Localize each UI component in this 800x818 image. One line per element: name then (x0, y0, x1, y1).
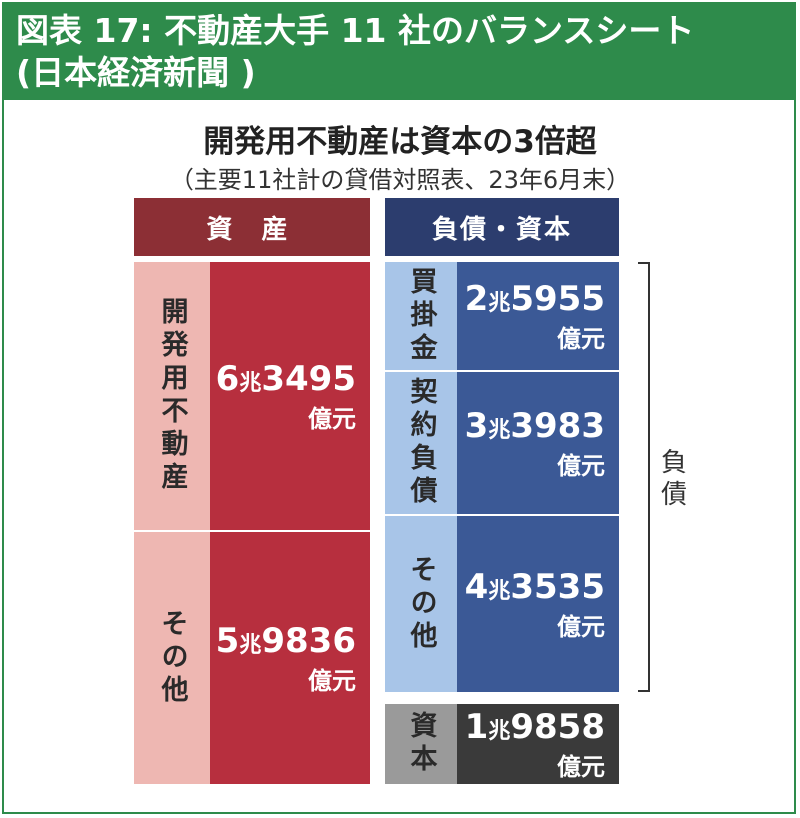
liability-label-accounts-payable: 買掛金 (385, 262, 457, 370)
liability-value-unit: 億元 (557, 612, 605, 641)
liability-value-accounts-payable: 2兆5955 億元 (457, 262, 619, 370)
liabilities-bracket-label: 負債 (656, 448, 687, 512)
equity-value-number: 1兆9858 (464, 706, 605, 747)
asset-label-development-property: 開発用不動産 (134, 262, 210, 530)
liability-value-unit: 億元 (557, 451, 605, 480)
asset-value-number: 5兆9836 (215, 620, 356, 661)
liability-value-contract-liabilities: 3兆3983 億元 (457, 372, 619, 514)
asset-value-development-property: 6兆3495 億元 (210, 262, 370, 530)
asset-value-other: 5兆9836 億元 (210, 532, 370, 784)
liability-value-number: 4兆3535 (464, 566, 605, 607)
equity-label: 資本 (385, 704, 457, 784)
liability-label-contract-liabilities: 契約負債 (385, 372, 457, 514)
asset-value-unit: 億元 (308, 404, 356, 433)
liability-value-unit: 億元 (557, 324, 605, 353)
asset-label-other: その他 (134, 532, 210, 784)
liability-value-number: 2兆5955 (464, 278, 605, 319)
equity-value-unit: 億元 (557, 752, 605, 781)
liabilities-header: 負債・資本 (385, 198, 619, 256)
liability-label-other: その他 (385, 516, 457, 692)
chart-subtitle: （主要11社計の貸借対照表、23年6月末） (169, 166, 631, 194)
figure-caption: 図表 17: 不動産大手 11 社のバランスシート (16, 11, 695, 50)
asset-value-unit: 億元 (308, 666, 356, 695)
figure-header: 図表 17: 不動産大手 11 社のバランスシート (日本経済新聞 ) (4, 4, 794, 100)
figure-source: (日本経済新聞 ) (16, 53, 256, 92)
chart-title: 開発用不動産は資本の3倍超 (203, 124, 597, 160)
liabilities-bracket (638, 262, 650, 692)
asset-value-number: 6兆3495 (215, 358, 356, 399)
liability-value-number: 3兆3983 (464, 405, 605, 446)
assets-header: 資 産 (134, 198, 370, 256)
liability-value-other: 4兆3535 億元 (457, 516, 619, 692)
equity-value: 1兆9858 億元 (457, 704, 619, 784)
